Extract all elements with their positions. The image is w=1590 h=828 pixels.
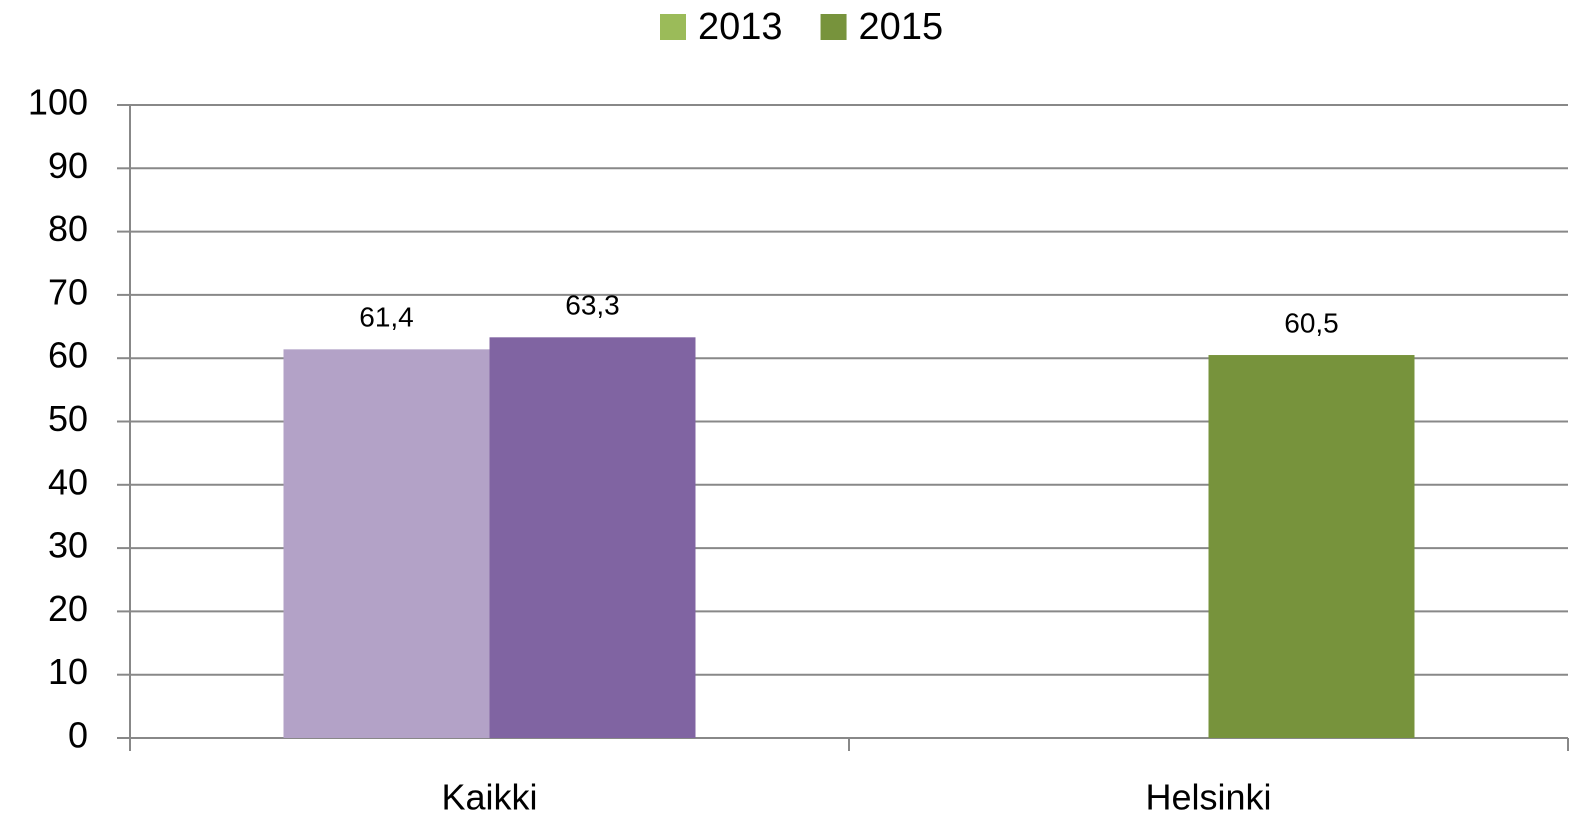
legend-label: 2015 <box>859 6 944 48</box>
y-tick-label: 70 <box>48 271 88 312</box>
y-tick-label: 60 <box>48 335 88 376</box>
legend-swatch <box>820 14 847 40</box>
bar <box>283 349 490 738</box>
y-tick-label: 30 <box>48 525 88 566</box>
data-label: 63,3 <box>565 290 620 321</box>
y-tick-label: 50 <box>48 398 88 439</box>
y-tick-label: 10 <box>48 651 88 692</box>
y-tick-label: 0 <box>68 715 88 756</box>
x-tick-label: Helsinki <box>1145 777 1271 818</box>
y-tick-label: 90 <box>48 145 88 186</box>
bar <box>1208 355 1415 738</box>
bar <box>489 337 696 738</box>
y-tick-label: 20 <box>48 588 88 629</box>
y-tick-label: 80 <box>48 208 88 249</box>
y-tick-label: 100 <box>28 82 88 123</box>
data-label: 61,4 <box>359 302 414 333</box>
x-tick-label: Kaikki <box>441 777 537 818</box>
legend-swatch <box>660 14 686 40</box>
y-tick-label: 40 <box>48 461 88 502</box>
legend-label: 2013 <box>698 6 783 48</box>
data-label: 60,5 <box>1284 307 1339 338</box>
